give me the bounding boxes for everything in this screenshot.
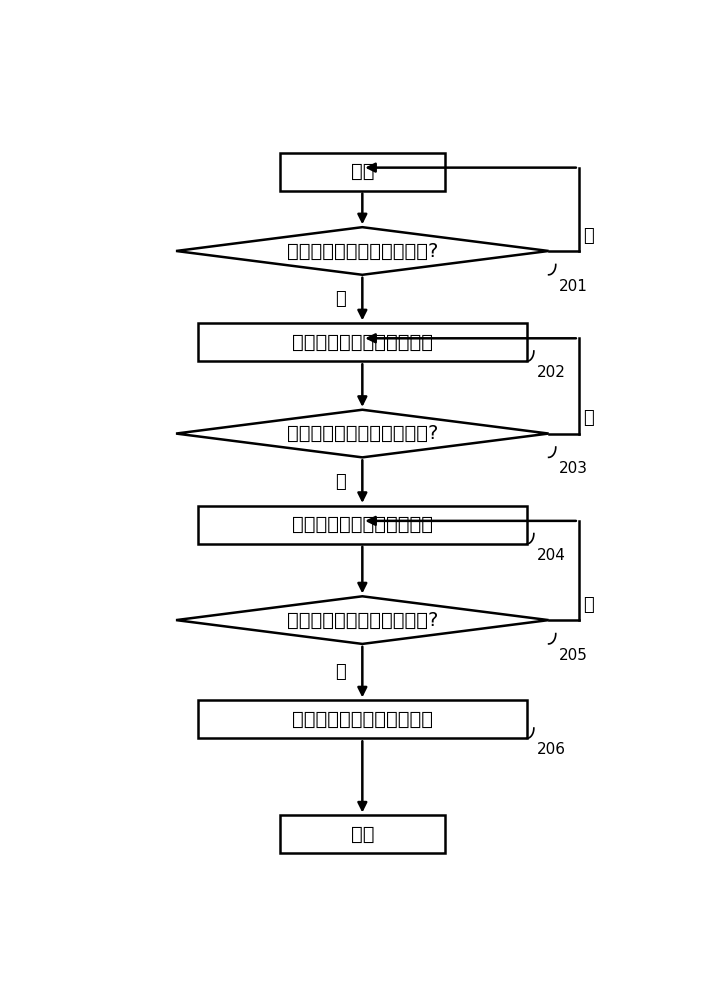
Text: 否: 否	[583, 596, 594, 614]
Text: 205: 205	[559, 648, 588, 663]
Text: 201: 201	[559, 279, 588, 294]
Text: 钢卷号移位到第三子存储区: 钢卷号移位到第三子存储区	[292, 710, 433, 729]
Text: 204: 204	[537, 548, 566, 563]
Text: 开始: 开始	[351, 162, 374, 181]
FancyBboxPatch shape	[280, 153, 445, 191]
FancyBboxPatch shape	[280, 815, 445, 853]
Text: 钢卷号移位到第二子存储区: 钢卷号移位到第二子存储区	[292, 515, 433, 534]
Text: 第二个步进梁处检测到带钢?: 第二个步进梁处检测到带钢?	[286, 424, 438, 443]
Text: 第一个步进梁处检测到带钢?: 第一个步进梁处检测到带钢?	[286, 241, 438, 260]
Text: 是: 是	[335, 473, 346, 491]
Text: 是: 是	[335, 663, 346, 681]
Polygon shape	[176, 227, 549, 275]
Text: 第三个步进梁处检测到带钢?: 第三个步进梁处检测到带钢?	[286, 611, 438, 630]
Text: 203: 203	[559, 461, 588, 476]
Polygon shape	[176, 596, 549, 644]
FancyBboxPatch shape	[198, 323, 527, 361]
Text: 结束: 结束	[351, 825, 374, 844]
Text: 否: 否	[583, 409, 594, 427]
Text: 是: 是	[335, 290, 346, 308]
Polygon shape	[176, 410, 549, 457]
Text: 202: 202	[537, 365, 566, 380]
Text: 206: 206	[537, 742, 566, 757]
Text: 钢卷号移位到第一子存储区: 钢卷号移位到第一子存储区	[292, 333, 433, 352]
FancyBboxPatch shape	[198, 506, 527, 544]
Text: 否: 否	[583, 227, 594, 245]
FancyBboxPatch shape	[198, 700, 527, 738]
